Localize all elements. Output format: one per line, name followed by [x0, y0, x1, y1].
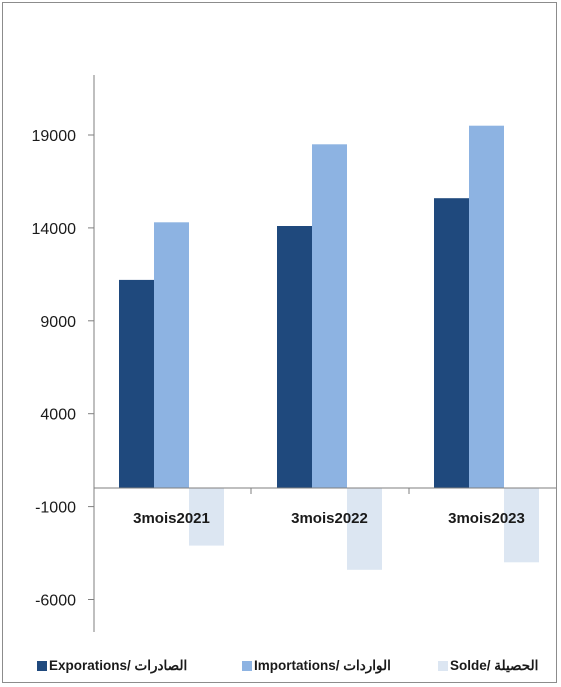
bar-imports-3mois2023 [469, 125, 504, 488]
legend-swatch-exports [37, 661, 47, 671]
legend-item-imports: Importations/ الواردات [242, 657, 391, 675]
y-tick-label: 9000 [40, 314, 76, 331]
bar-exports-3mois2023 [434, 198, 469, 488]
x-category-label: 3mois2023 [448, 510, 525, 527]
bar-balance-3mois2021 [189, 488, 224, 546]
bar-imports-3mois2022 [312, 144, 347, 489]
y-tick-label: 4000 [40, 407, 76, 424]
bar-chart: 19000 14000 9000 4000 -1000 -6000 3mois2021 3mo… [32, 75, 556, 632]
y-tick-label: -1000 [35, 500, 76, 517]
bar-exports-3mois2021 [119, 279, 154, 488]
legend-label-balance: Solde/ الحصيلة [450, 658, 539, 673]
bar-balance-3mois2022 [347, 488, 382, 570]
y-tick-label: 14000 [32, 221, 77, 238]
x-category-label: 3mois2021 [133, 510, 210, 527]
legend-swatch-balance [438, 661, 448, 671]
x-category-label: 3mois2022 [291, 510, 368, 527]
y-tick-label: 19000 [32, 128, 77, 145]
bar-imports-3mois2021 [154, 222, 189, 489]
bar-exports-3mois2022 [277, 226, 312, 488]
legend-swatch-imports [242, 661, 252, 671]
legend-label-imports: Importations/ الواردات [254, 658, 391, 673]
legend: Exporations/ الصادرات Importations/ الوا… [0, 653, 561, 677]
legend-item-balance: Solde/ الحصيلة [438, 657, 538, 675]
bar-balance-3mois2023 [504, 488, 539, 563]
legend-item-exports: Exporations/ الصادرات [37, 657, 187, 675]
legend-label-exports: Exporations/ الصادرات [49, 658, 188, 673]
y-tick-label: -6000 [35, 593, 76, 610]
